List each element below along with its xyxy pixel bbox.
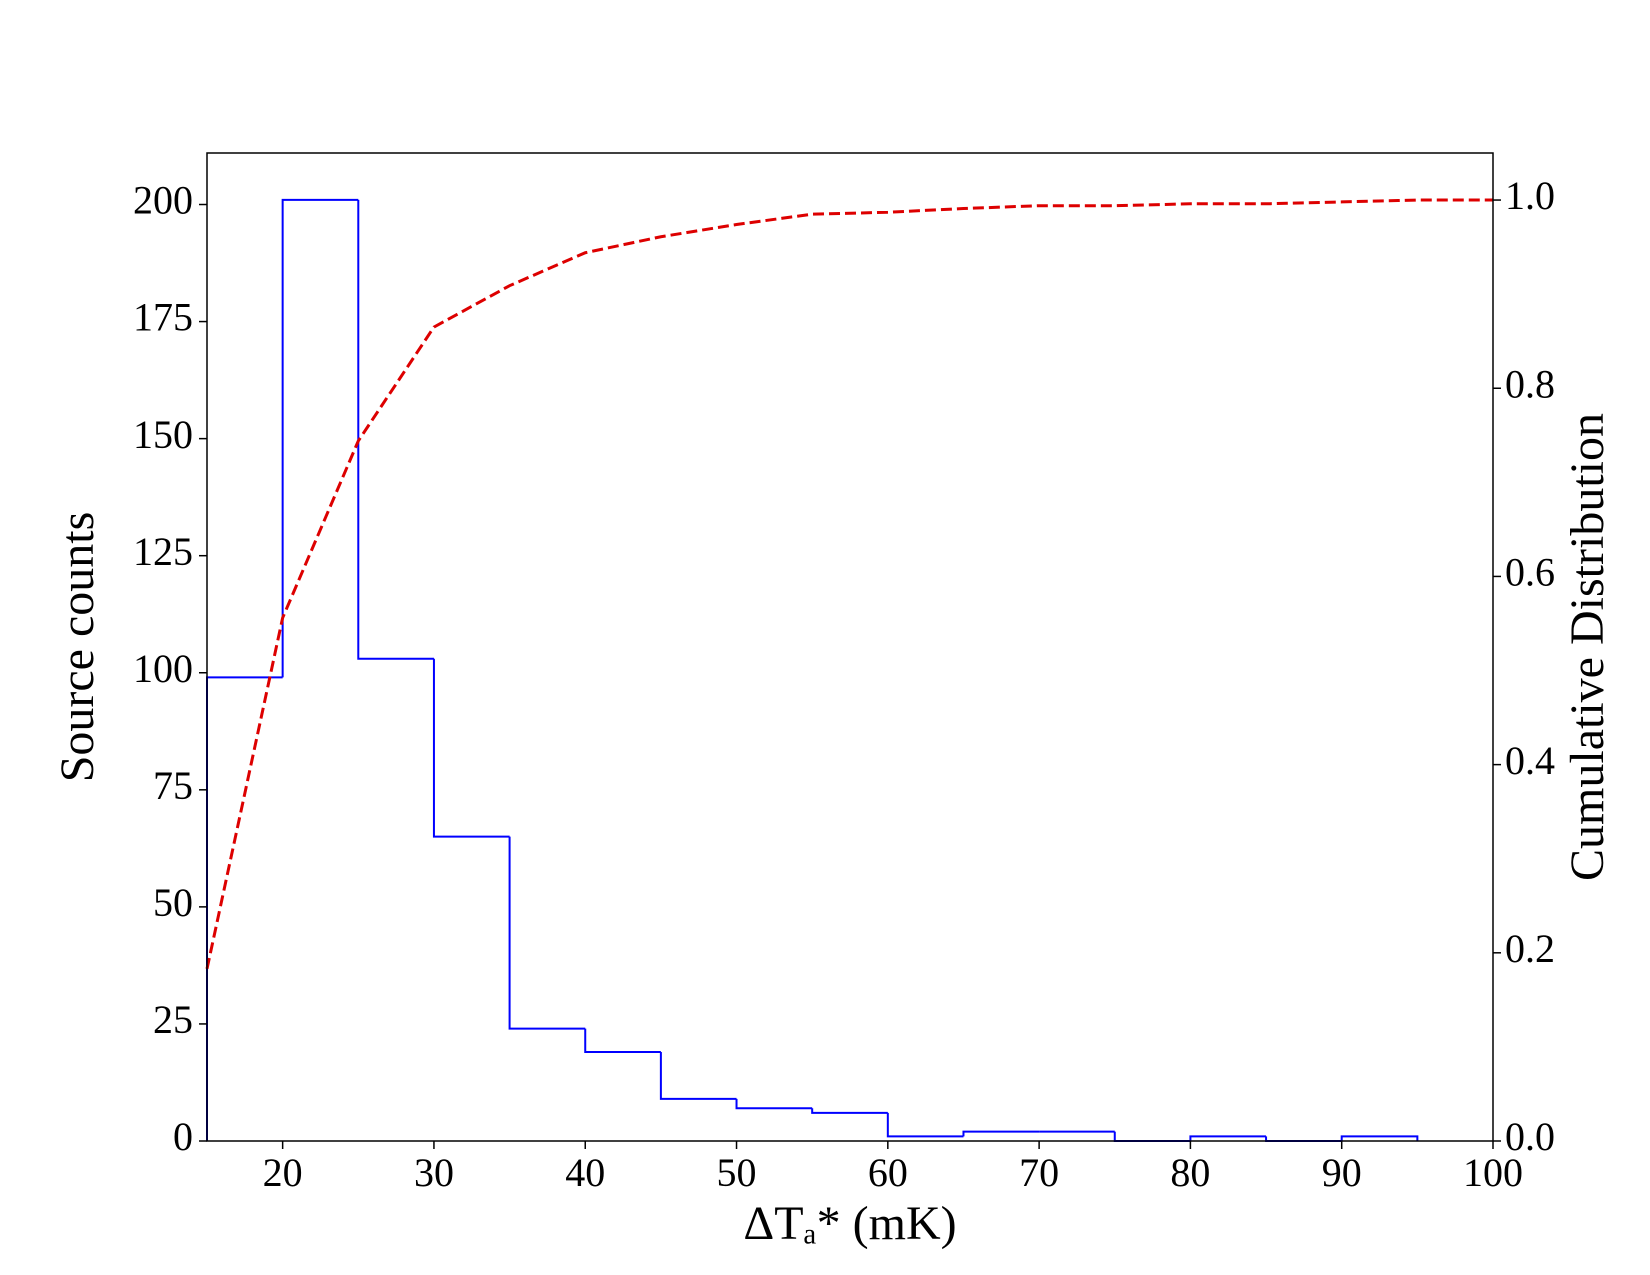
histogram-bar (508, 836, 586, 1030)
y2-tick-label: 0.8 (1505, 361, 1555, 406)
x-tick-label: 40 (565, 1150, 605, 1195)
y-axis-label: Source counts (51, 512, 104, 783)
y2-axis-label: Cumulative Distribution (1561, 413, 1614, 881)
y-tick-label: 150 (133, 412, 193, 457)
histogram-bar (584, 1028, 661, 1054)
y-tick-label: 25 (153, 997, 193, 1042)
y-tick-label: 175 (133, 295, 193, 340)
histogram-bar (281, 198, 359, 678)
y-tick-label: 50 (153, 880, 193, 925)
x-tick-label: 90 (1322, 1150, 1362, 1195)
histogram-bar (735, 1098, 813, 1110)
histogram-bar (659, 1052, 737, 1100)
y2-tick-label: 1.0 (1505, 173, 1555, 218)
x-tick-label: 100 (1463, 1150, 1523, 1195)
x-tick-label: 50 (717, 1150, 757, 1195)
histogram-bar (811, 1108, 888, 1114)
cumulative-line (205, 198, 1493, 970)
histogram-bar (886, 1112, 964, 1138)
x-tick-label: 80 (1170, 1150, 1210, 1195)
y-tick-label: 200 (133, 178, 193, 223)
x-axis-label: ΔTₐ* (mK) (743, 1197, 956, 1250)
x-tick-label: 60 (868, 1150, 908, 1195)
histogram-bar (206, 676, 283, 1141)
histogram-bar (1113, 1131, 1191, 1142)
plot-frame (206, 152, 1494, 1142)
y2-tick-label: 0.6 (1505, 550, 1555, 595)
y-tick-label: 125 (133, 529, 193, 574)
y-tick-label: 100 (133, 646, 193, 691)
x-tick-label: 30 (414, 1150, 454, 1195)
x-tick-label: 20 (263, 1150, 303, 1195)
histogram-bar (1340, 1135, 1419, 1141)
x-tick-label: 70 (1019, 1150, 1059, 1195)
histogram-bar (962, 1130, 1040, 1137)
y2-tick-label: 0.4 (1505, 738, 1555, 783)
y-tick-label: 0 (173, 1114, 193, 1159)
histogram-bar (357, 199, 434, 660)
histogram-bar (1189, 1135, 1267, 1141)
histogram-bar (432, 658, 510, 838)
y-tick-label: 75 (153, 763, 193, 808)
y2-tick-label: 0.2 (1505, 926, 1555, 971)
y2-tick-label: 0.0 (1505, 1114, 1555, 1159)
